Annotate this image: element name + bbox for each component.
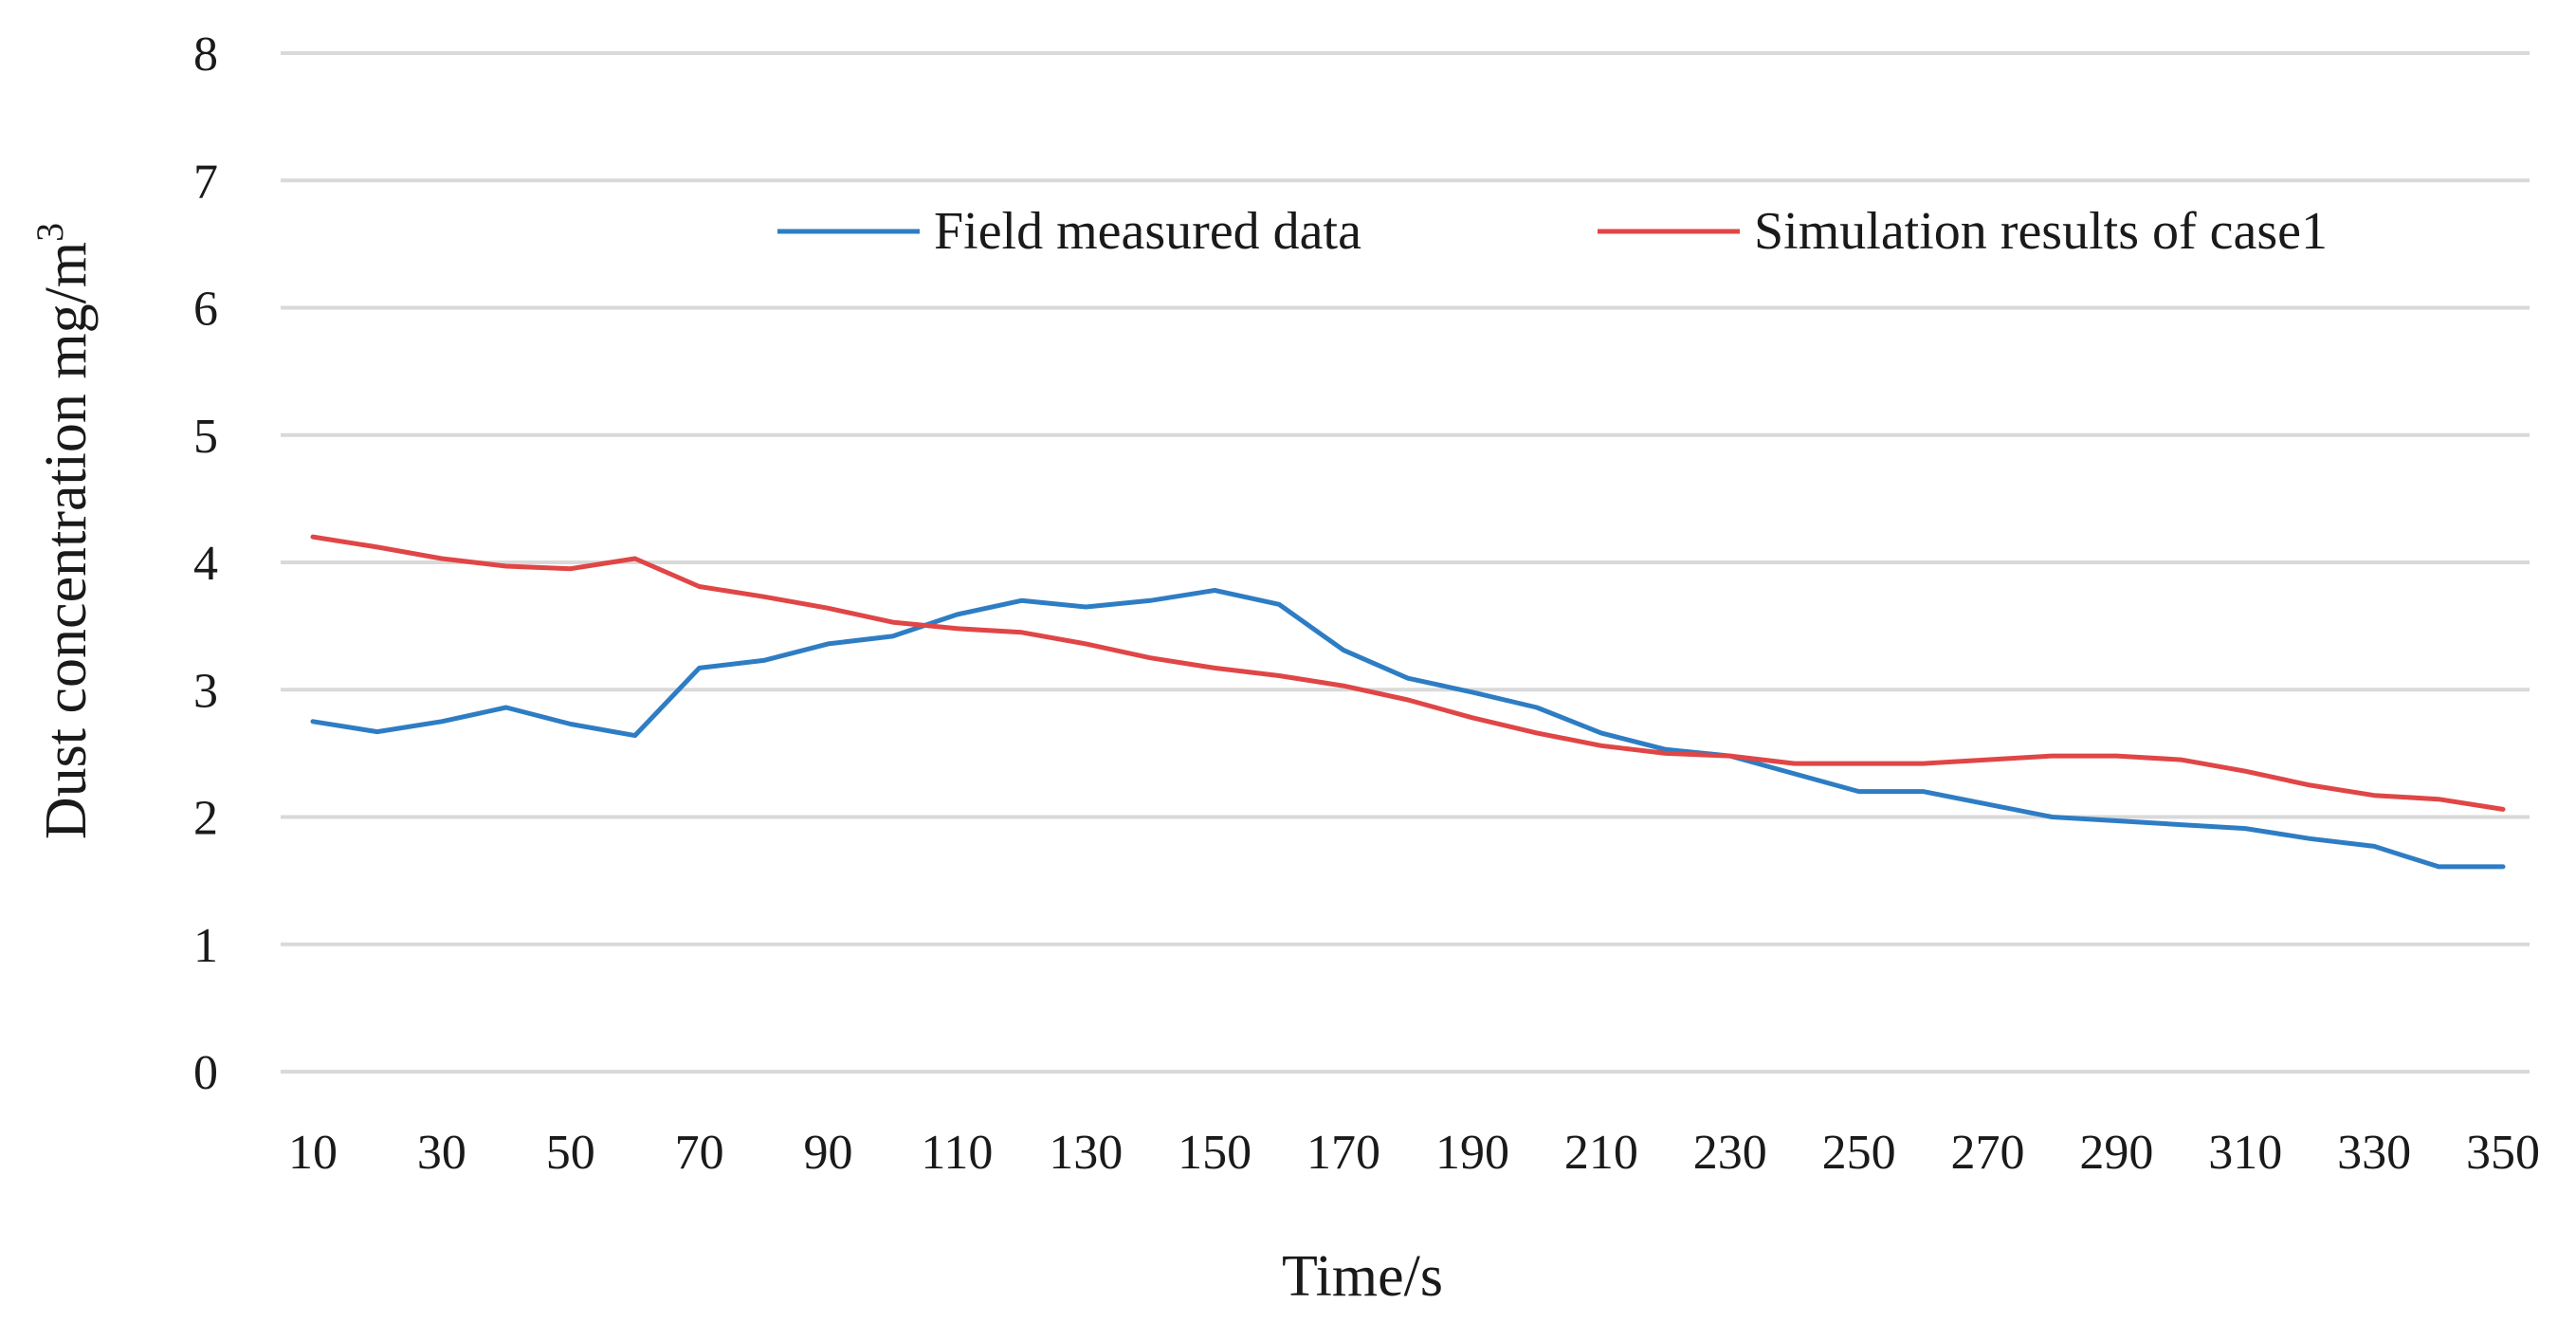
x-tick-label: 290 — [2079, 1126, 2153, 1180]
series-line-field-measured — [310, 588, 2506, 870]
y-tick-label: 8 — [193, 28, 218, 82]
y-tick-label: 0 — [193, 1046, 218, 1100]
x-tick-label: 170 — [1306, 1126, 1380, 1180]
y-tick-label: 3 — [193, 664, 218, 718]
x-tick-label: 30 — [417, 1126, 466, 1180]
x-tick-label: 10 — [288, 1126, 338, 1180]
y-tick-label: 6 — [193, 283, 218, 337]
x-tick-label: 70 — [675, 1126, 724, 1180]
y-axis-title-main: Dust concentration mg/m — [34, 242, 99, 839]
x-tick-label: 270 — [1950, 1126, 2024, 1180]
x-tick-label: 190 — [1435, 1126, 1509, 1180]
y-tick-label: 2 — [193, 792, 218, 846]
x-tick-label: 150 — [1178, 1126, 1251, 1180]
x-axis-title: Time/s — [1282, 1244, 1443, 1309]
y-tick-label: 1 — [193, 919, 218, 973]
x-tick-label: 310 — [2208, 1126, 2282, 1180]
x-tick-label: 110 — [921, 1126, 993, 1180]
x-tick-label: 90 — [804, 1126, 853, 1180]
x-tick-label: 330 — [2337, 1126, 2411, 1180]
x-tick-label: 350 — [2466, 1126, 2540, 1180]
x-axis-ticks: 10 30 50 70 90 110 130 150 170 190 210 230 250 270 290… — [288, 1126, 2540, 1180]
x-tick-label: 250 — [1822, 1126, 1896, 1180]
series-lines — [310, 534, 2506, 870]
x-tick-label: 50 — [546, 1126, 595, 1180]
y-tick-label: 4 — [193, 537, 218, 591]
gridlines — [281, 51, 2530, 1074]
legend: Field measured data Simulation results o… — [777, 202, 2328, 261]
legend-label-simulation: Simulation results of case1 — [1754, 202, 2328, 261]
y-axis-title-superscript: 3 — [28, 223, 71, 242]
y-tick-label: 7 — [193, 155, 218, 209]
x-tick-label: 230 — [1693, 1126, 1767, 1180]
y-axis-ticks: 0 1 2 3 4 5 6 7 8 — [193, 28, 218, 1100]
x-tick-label: 210 — [1564, 1126, 1638, 1180]
series-line-simulation — [310, 534, 2506, 812]
legend-label-field-measured: Field measured data — [934, 202, 1361, 261]
y-axis-title: Dust concentration mg/m3 — [28, 223, 99, 839]
y-tick-label: 5 — [193, 410, 218, 464]
x-tick-label: 130 — [1049, 1126, 1123, 1180]
